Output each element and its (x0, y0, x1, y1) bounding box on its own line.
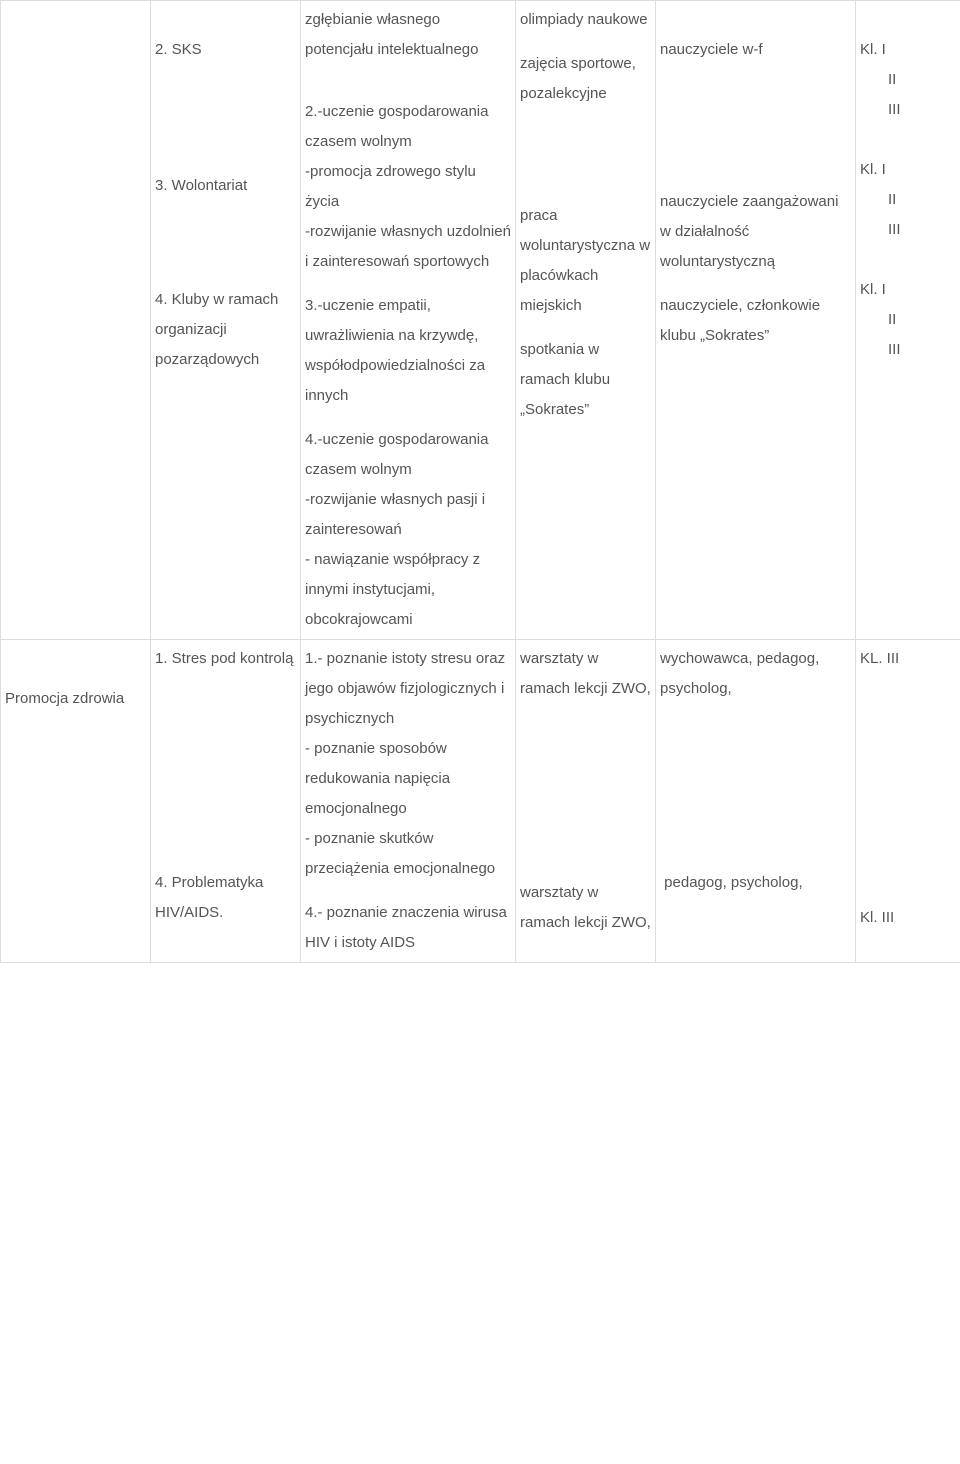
text: 2.-uczenie gospodarowania czasem wolnym … (305, 97, 511, 277)
cell-class: KL. III Kl. III (856, 640, 960, 963)
text: nauczyciele zaangażowani w działalność w… (660, 187, 851, 277)
text: 4.- poznanie znaczenia wirusa HIV i isto… (305, 898, 511, 958)
text: spotkania w ramach klubu „Sokrates” (520, 335, 651, 425)
table-row: Promocja zdrowia 1. Stres pod kontrolą 4… (1, 640, 960, 963)
text: praca woluntarystyczna w placówkach miej… (520, 201, 651, 321)
program-table: 2. SKS 3. Wolontariat 4. Kluby w ramach … (0, 0, 960, 963)
text: warsztaty w ramach lekcji ZWO, (520, 878, 651, 938)
text: 4.-uczenie gospodarowania czasem wolnym … (305, 425, 511, 635)
cell-topic: 2. SKS 3. Wolontariat 4. Kluby w ramach … (151, 1, 301, 640)
text: II (860, 185, 956, 215)
text: KL. III (860, 644, 956, 674)
text: 4. Kluby w ramach organizacji pozarządow… (155, 285, 296, 375)
cell-class: Kl. I II III Kl. I II III Kl. I II III (856, 1, 960, 640)
text: nauczyciele, członkowie klubu „Sokrates” (660, 291, 851, 351)
cell-resp: wychowawca, pedagog, psycholog, pedagog,… (656, 640, 856, 963)
cell-area (1, 1, 151, 640)
text: III (860, 95, 956, 125)
text: pedagog, psycholog, (660, 868, 851, 898)
cell-goals: zgłębianie własnego potencjału intelektu… (301, 1, 516, 640)
text: II (860, 305, 956, 335)
text: II (860, 65, 956, 95)
text: olimpiady naukowe (520, 5, 651, 35)
text: 3.-uczenie empatii, uwrażliwienia na krz… (305, 291, 511, 411)
text: III (860, 215, 956, 245)
cell-area: Promocja zdrowia (1, 640, 151, 963)
text: Kl. I (860, 155, 956, 185)
cell-resp: nauczyciele w-f nauczyciele zaangażowani… (656, 1, 856, 640)
text: 3. Wolontariat (155, 171, 296, 201)
table-row: 2. SKS 3. Wolontariat 4. Kluby w ramach … (1, 1, 960, 640)
cell-goals: 1.- poznanie istoty stresu oraz jego obj… (301, 640, 516, 963)
text: Kl. I (860, 275, 956, 305)
text: warsztaty w ramach lekcji ZWO, (520, 644, 651, 704)
text: Kl. I (860, 35, 956, 65)
cell-topic: 1. Stres pod kontrolą 4. Problematyka HI… (151, 640, 301, 963)
text: nauczyciele w-f (660, 35, 851, 65)
text: 1. Stres pod kontrolą (155, 644, 296, 674)
text: 2. SKS (155, 35, 296, 65)
cell-form: warsztaty w ramach lekcji ZWO, warsztaty… (516, 640, 656, 963)
text: Kl. III (860, 903, 956, 933)
text: wychowawca, pedagog, psycholog, (660, 644, 851, 704)
text: zgłębianie własnego potencjału intelektu… (305, 5, 511, 65)
text: Promocja zdrowia (5, 690, 124, 707)
text: zajęcia sportowe, pozalekcyjne (520, 49, 651, 109)
cell-form: olimpiady naukowe zajęcia sportowe, poza… (516, 1, 656, 640)
text: III (860, 335, 956, 365)
text: 1.- poznanie istoty stresu oraz jego obj… (305, 644, 511, 884)
text: 4. Problematyka HIV/AIDS. (155, 868, 296, 928)
